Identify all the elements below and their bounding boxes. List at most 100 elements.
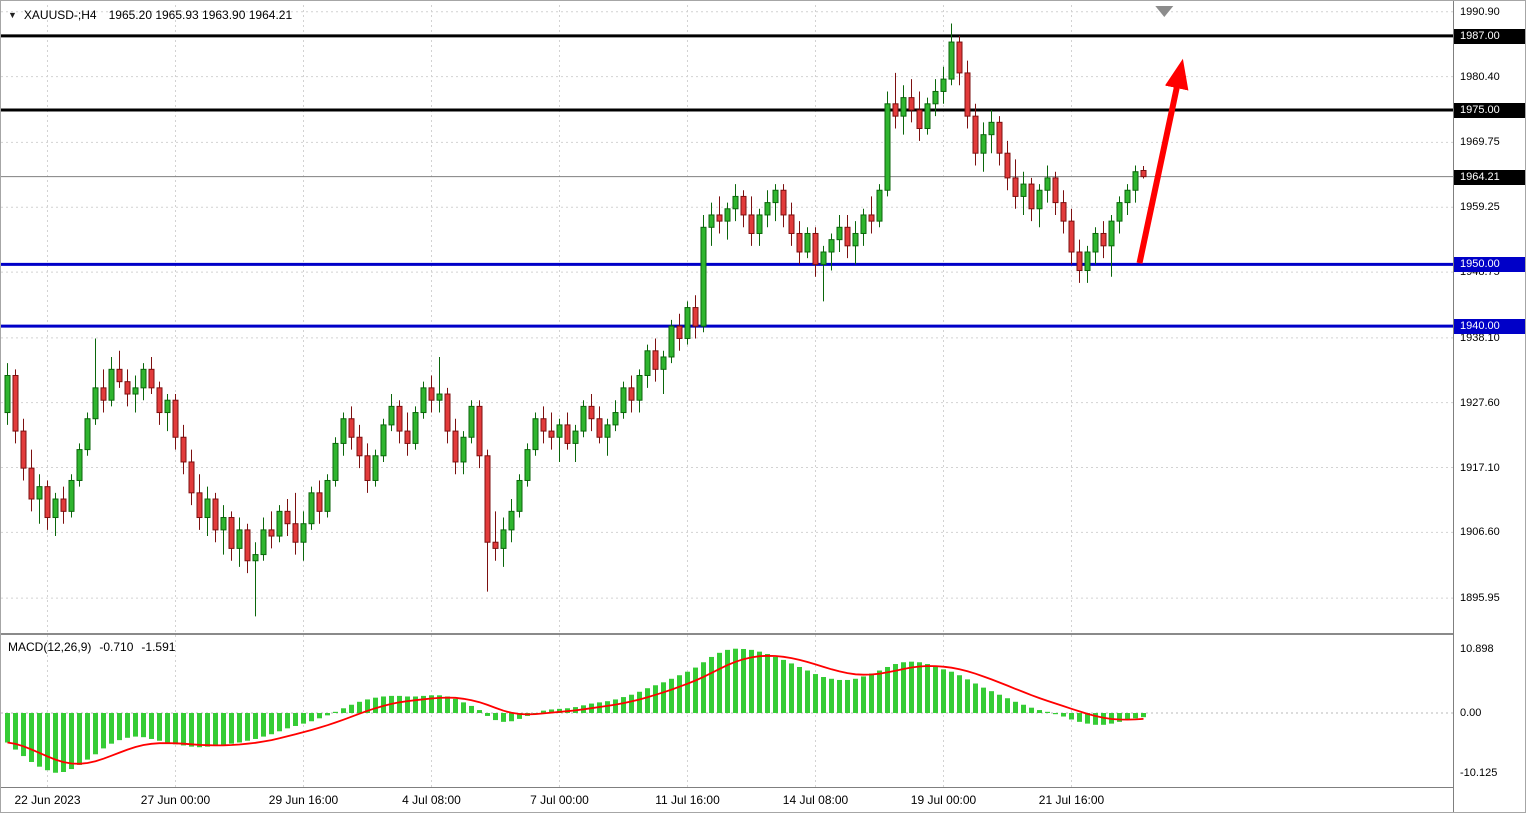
object-triangle-icon[interactable] <box>1155 6 1174 17</box>
macd-histogram-bar <box>1125 713 1130 721</box>
price-badge-1987.00: 1987.00 <box>1454 28 1525 44</box>
candle <box>52 492 59 537</box>
macd-histogram-bar <box>685 671 690 713</box>
candle <box>620 381 627 419</box>
macd-histogram-bar <box>61 713 66 772</box>
macd-histogram-bar <box>357 701 362 713</box>
candle <box>644 344 651 388</box>
macd-histogram-bar <box>165 713 170 743</box>
macd-axis-label: 10.898 <box>1460 642 1494 655</box>
time-axis[interactable]: 22 Jun 2023 27 Jun 00:00 29 Jun 16:00 4 Jul… <box>1 787 1453 812</box>
macd-histogram-bar <box>69 713 74 770</box>
candle <box>228 511 235 561</box>
macd-histogram-bar <box>901 662 906 713</box>
price-badge-1975.00: 1975.00 <box>1454 102 1525 118</box>
candle <box>788 202 795 246</box>
macd-histogram-bar <box>613 699 618 713</box>
candle <box>76 443 83 487</box>
macd-axis-label: 0.00 <box>1460 707 1482 719</box>
candle <box>172 394 179 450</box>
macd-histogram-bar <box>301 713 306 724</box>
candle <box>564 412 571 450</box>
macd-histogram-bar <box>1029 707 1034 713</box>
pane-splitter[interactable] <box>1 633 1453 635</box>
macd-histogram-bar <box>917 662 922 713</box>
macd-histogram-bar <box>701 662 706 713</box>
candle <box>452 418 459 475</box>
macd-histogram-bar <box>837 679 842 713</box>
candle <box>260 517 267 561</box>
macd-histogram-bar <box>1069 713 1074 720</box>
macd-histogram-bar <box>693 667 698 713</box>
trend-arrow[interactable] <box>1136 58 1189 264</box>
macd-histogram-bar <box>197 713 202 748</box>
candle <box>132 375 139 413</box>
price-axis[interactable]: 1990.901980.401969.751959.251948.751938.… <box>1453 1 1525 812</box>
time-axis-label: 21 Jul 16:00 <box>1038 793 1105 807</box>
candle <box>612 400 619 432</box>
price-axis-label: 1980.40 <box>1460 70 1500 83</box>
candle <box>764 190 771 228</box>
macd-histogram-bar <box>405 696 410 713</box>
candle <box>972 103 979 166</box>
candle <box>476 400 483 469</box>
macd-histogram-bar <box>213 713 218 747</box>
macd-histogram-bar <box>1117 713 1122 722</box>
macd-histogram-bar <box>997 694 1002 713</box>
macd-histogram-bar <box>933 666 938 713</box>
chart-header: ▼ XAUUSD-;H4 1965.20 1965.93 1963.90 1964.… <box>8 8 292 22</box>
candle <box>460 431 467 475</box>
macd-histogram-bar <box>725 649 730 713</box>
candle <box>884 91 891 197</box>
macd-histogram-bar <box>173 713 178 745</box>
candle <box>60 486 67 524</box>
macd-histogram-bar <box>1133 713 1138 719</box>
main-chart[interactable] <box>1 5 1453 633</box>
candle <box>268 511 275 549</box>
candle <box>396 400 403 444</box>
macd-histogram-bar <box>373 697 378 713</box>
macd-histogram-bar <box>501 713 506 722</box>
candle <box>244 523 251 574</box>
candle <box>276 505 283 543</box>
candle <box>852 221 859 265</box>
macd-histogram-bar <box>1021 704 1026 713</box>
macd-pane[interactable] <box>1 635 1453 787</box>
candle <box>420 381 427 419</box>
candle <box>412 406 419 450</box>
candle <box>532 412 539 456</box>
macd-histogram-bar <box>1077 713 1082 722</box>
candle <box>468 400 475 444</box>
candle <box>588 394 595 432</box>
macd-histogram-bar <box>949 671 954 713</box>
candle <box>732 184 739 222</box>
candle <box>1108 214 1115 277</box>
macd-histogram-bar <box>973 683 978 713</box>
candle <box>692 295 699 339</box>
macd-histogram-bar <box>637 691 642 713</box>
candle <box>668 319 675 364</box>
macd-histogram-bar <box>141 713 146 738</box>
macd-label: MACD(12,26,9) -0.710 -1.591 <box>8 640 175 654</box>
macd-histogram-bar <box>1141 713 1146 718</box>
candle <box>164 394 171 432</box>
macd-histogram-bar <box>413 696 418 713</box>
candle <box>1124 184 1131 215</box>
macd-histogram-bar <box>429 695 434 713</box>
macd-histogram-bar <box>677 675 682 713</box>
candle <box>868 196 875 234</box>
candle <box>340 412 347 456</box>
macd-histogram-bar <box>781 659 786 713</box>
candle <box>1052 171 1059 215</box>
candle <box>652 338 659 382</box>
current-price-badge: 1964.21 <box>1454 169 1525 185</box>
macd-histogram-bar <box>1101 713 1106 725</box>
candle <box>524 443 531 487</box>
macd-histogram-bar <box>325 713 330 716</box>
macd-histogram-bar <box>813 674 818 713</box>
candle <box>204 486 211 537</box>
candle <box>748 196 755 246</box>
chevron-down-icon[interactable]: ▼ <box>8 10 17 20</box>
macd-histogram-bar <box>125 713 130 738</box>
macd-histogram-bar <box>749 649 754 713</box>
